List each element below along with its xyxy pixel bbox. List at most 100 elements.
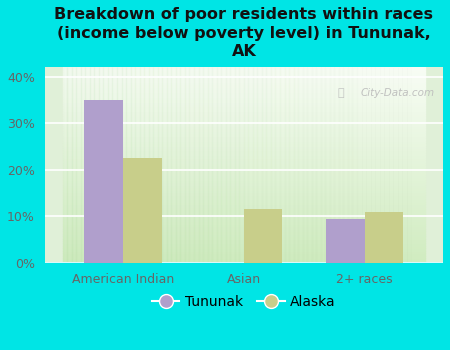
Bar bbox=[244, 209, 283, 263]
Bar bbox=[307, 67, 312, 263]
Bar bbox=[411, 67, 416, 263]
Bar bbox=[380, 67, 384, 263]
Bar bbox=[72, 67, 76, 263]
Bar bbox=[275, 67, 280, 263]
Bar bbox=[63, 168, 425, 170]
Bar bbox=[63, 121, 425, 124]
Bar bbox=[108, 67, 112, 263]
Bar bbox=[63, 219, 425, 222]
Title: Breakdown of poor residents within races
(income below poverty level) in Tununak: Breakdown of poor residents within races… bbox=[54, 7, 433, 59]
Bar bbox=[303, 67, 307, 263]
Bar bbox=[375, 67, 380, 263]
Bar bbox=[284, 67, 289, 263]
Bar bbox=[262, 67, 266, 263]
Bar bbox=[63, 116, 425, 119]
Bar bbox=[63, 158, 425, 160]
Bar bbox=[176, 67, 180, 263]
Bar bbox=[81, 67, 86, 263]
Bar bbox=[63, 187, 425, 190]
Bar bbox=[63, 182, 425, 185]
Bar bbox=[117, 67, 122, 263]
Bar bbox=[63, 79, 425, 82]
Bar bbox=[63, 102, 425, 104]
Bar bbox=[316, 67, 321, 263]
Bar bbox=[63, 165, 425, 168]
Bar bbox=[180, 67, 185, 263]
Bar bbox=[63, 253, 425, 256]
Legend: Tununak, Alaska: Tununak, Alaska bbox=[146, 289, 342, 315]
Bar bbox=[266, 67, 271, 263]
Bar bbox=[326, 219, 365, 263]
Bar bbox=[63, 111, 425, 114]
Bar bbox=[185, 67, 189, 263]
Bar bbox=[63, 173, 425, 175]
Bar bbox=[86, 67, 90, 263]
Bar bbox=[357, 67, 361, 263]
Text: City-Data.com: City-Data.com bbox=[361, 88, 435, 98]
Bar bbox=[384, 67, 389, 263]
Bar bbox=[293, 67, 298, 263]
Bar bbox=[63, 244, 425, 246]
Bar bbox=[420, 67, 425, 263]
Bar bbox=[271, 67, 275, 263]
Bar bbox=[330, 67, 334, 263]
Bar bbox=[63, 207, 425, 209]
Bar bbox=[99, 67, 104, 263]
Bar bbox=[63, 204, 425, 207]
Bar bbox=[63, 222, 425, 224]
Bar bbox=[63, 146, 425, 148]
Bar bbox=[63, 214, 425, 217]
Bar bbox=[63, 246, 425, 248]
Bar bbox=[63, 67, 67, 263]
Bar bbox=[112, 67, 117, 263]
Bar bbox=[226, 67, 230, 263]
Bar bbox=[63, 185, 425, 187]
Bar bbox=[76, 67, 81, 263]
Bar bbox=[63, 248, 425, 251]
Bar bbox=[248, 67, 253, 263]
Bar bbox=[361, 67, 366, 263]
Bar bbox=[123, 158, 162, 263]
Bar bbox=[189, 67, 194, 263]
Bar bbox=[63, 99, 425, 102]
Bar bbox=[63, 97, 425, 99]
Bar bbox=[203, 67, 207, 263]
Bar bbox=[158, 67, 162, 263]
Bar bbox=[63, 202, 425, 204]
Bar bbox=[63, 234, 425, 236]
Bar bbox=[343, 67, 348, 263]
Bar bbox=[126, 67, 130, 263]
Bar bbox=[321, 67, 325, 263]
Bar bbox=[63, 143, 425, 146]
Bar bbox=[63, 177, 425, 180]
Bar bbox=[325, 67, 330, 263]
Bar bbox=[63, 106, 425, 109]
Bar bbox=[135, 67, 140, 263]
Bar bbox=[63, 258, 425, 261]
Bar bbox=[63, 163, 425, 165]
Bar bbox=[198, 67, 203, 263]
Bar bbox=[171, 67, 176, 263]
Bar bbox=[94, 67, 99, 263]
Bar bbox=[416, 67, 420, 263]
Bar bbox=[371, 67, 375, 263]
Bar bbox=[63, 133, 425, 136]
Bar bbox=[63, 148, 425, 150]
Bar bbox=[63, 84, 425, 87]
Bar bbox=[140, 67, 144, 263]
Bar bbox=[162, 67, 167, 263]
Bar bbox=[221, 67, 226, 263]
Bar bbox=[239, 67, 244, 263]
Bar bbox=[63, 212, 425, 214]
Bar bbox=[334, 67, 339, 263]
Bar bbox=[364, 212, 403, 263]
Text: ⓘ: ⓘ bbox=[338, 88, 344, 98]
Bar bbox=[148, 67, 153, 263]
Bar bbox=[63, 199, 425, 202]
Bar bbox=[389, 67, 393, 263]
Bar bbox=[122, 67, 126, 263]
Bar bbox=[63, 87, 425, 89]
Bar bbox=[244, 67, 248, 263]
Bar bbox=[289, 67, 293, 263]
Bar bbox=[63, 256, 425, 258]
